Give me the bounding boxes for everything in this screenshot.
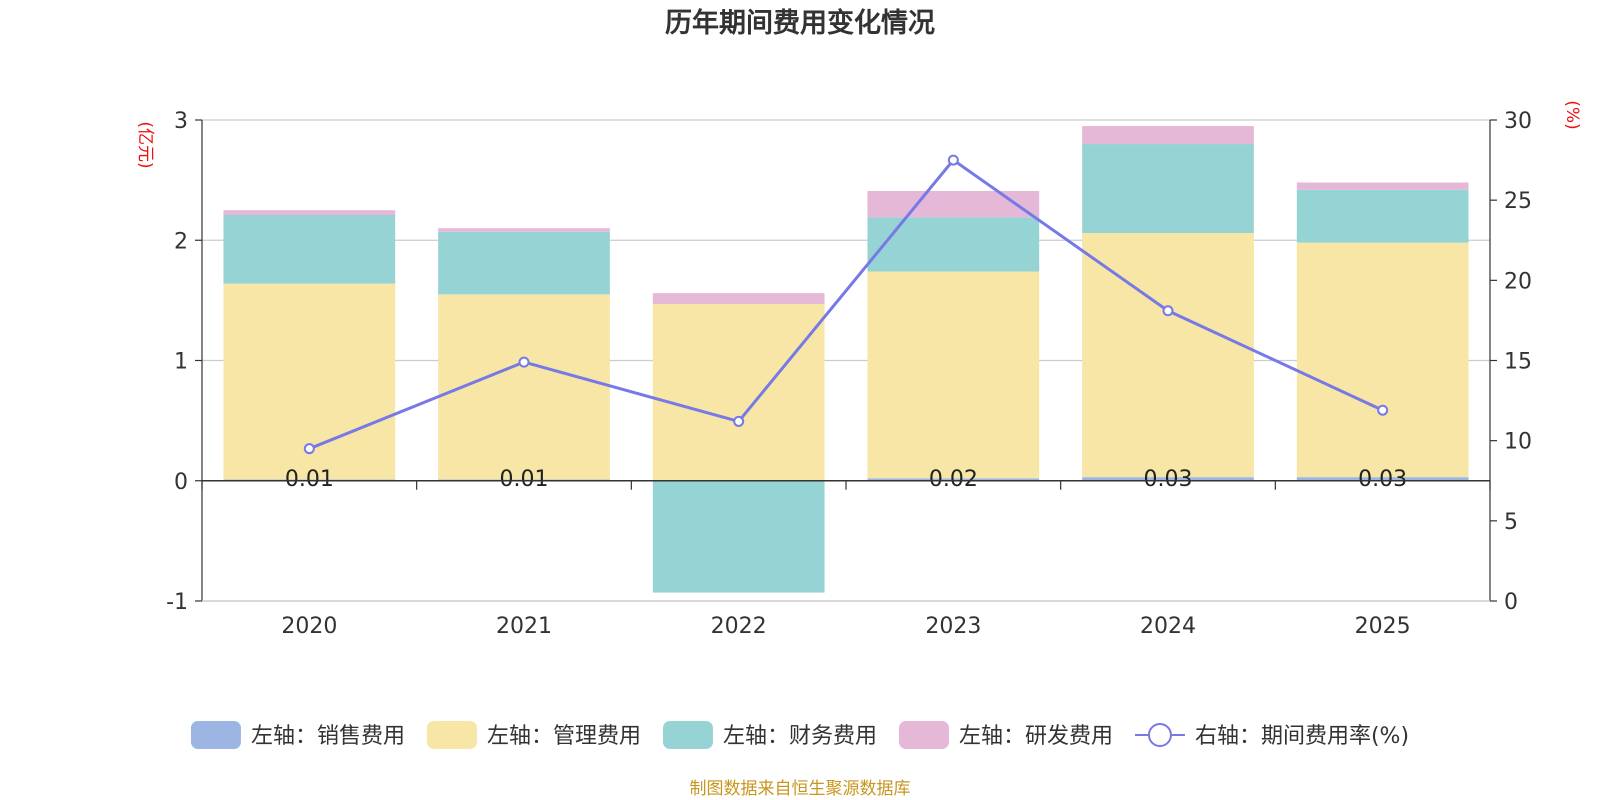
right-tick-label: 5 xyxy=(1504,510,1518,535)
rate-line-path xyxy=(308,158,1384,451)
rate-point xyxy=(947,154,959,166)
right-tick-label: 20 xyxy=(1504,269,1532,294)
left-tick-label: 2 xyxy=(174,229,188,254)
bar-segment xyxy=(438,294,610,480)
bar-segment xyxy=(1082,144,1254,234)
legend: 左轴：销售费用 左轴：管理费用 左轴：财务费用 左轴：研发费用 右轴：期间费用率(%) xyxy=(190,721,1409,749)
legend-swatch xyxy=(190,721,241,749)
right-tick-label: 0 xyxy=(1504,590,1518,615)
left-tick-label: -1 xyxy=(166,590,188,615)
bar-segment xyxy=(867,271,1040,479)
rate-point xyxy=(303,443,315,455)
bar-segment xyxy=(1296,477,1469,481)
legend-label: 左轴：财务费用 xyxy=(723,724,877,749)
right-tick-label: 25 xyxy=(1504,189,1532,214)
bar-value-label: 0.03 xyxy=(1358,467,1407,492)
data-source: 制图数据来自恒生聚源数据库 xyxy=(690,779,911,799)
right-axis-unit: (%) xyxy=(1562,100,1582,129)
right-tick-label: 10 xyxy=(1504,430,1532,455)
right-tick-label: 15 xyxy=(1504,350,1532,375)
left-tick-label: 0 xyxy=(174,470,188,495)
bar-segment xyxy=(652,303,825,481)
bar-segment xyxy=(1082,477,1254,481)
category-label: 2022 xyxy=(711,614,767,639)
bar-segment xyxy=(1296,242,1469,478)
legend-label: 右轴：期间费用率(%) xyxy=(1195,724,1409,749)
category-label: 2020 xyxy=(281,614,337,639)
rate-point xyxy=(1377,404,1389,416)
bar-segment xyxy=(438,231,610,295)
bar-value-label: 0.01 xyxy=(285,467,334,492)
legend-swatch xyxy=(426,721,477,749)
rate-point xyxy=(733,415,745,427)
bar-segment xyxy=(867,478,1040,481)
bar-segment xyxy=(652,480,825,593)
bar-segment xyxy=(1082,126,1254,145)
legend-label: 左轴：销售费用 xyxy=(251,724,405,749)
legend-marker-icon xyxy=(1147,723,1172,747)
rate-point xyxy=(518,356,530,368)
bar-segment xyxy=(1296,182,1469,190)
chart-title: 历年期间费用变化情况 xyxy=(665,7,935,39)
left-tick-label: 3 xyxy=(174,109,188,134)
category-label: 2025 xyxy=(1355,614,1411,639)
bar-segment xyxy=(1082,233,1254,478)
bar-value-label: 0.01 xyxy=(500,467,549,492)
bar-segment xyxy=(223,214,396,284)
bar-segment xyxy=(867,217,1040,272)
bar-value-label: 0.03 xyxy=(1144,467,1193,492)
right-tick-label: 30 xyxy=(1504,109,1532,134)
bars: 0.01 0.01 0.02 0.03 0.03 xyxy=(223,126,1469,593)
category-label: 2023 xyxy=(925,614,981,639)
legend-label: 左轴：研发费用 xyxy=(959,724,1113,749)
bar-segment xyxy=(438,228,610,232)
legend-label: 左轴：管理费用 xyxy=(487,724,641,749)
left-tick-label: 1 xyxy=(174,350,188,375)
legend-swatch xyxy=(662,721,713,749)
category-label: 2021 xyxy=(496,614,552,639)
bar-segment xyxy=(1296,189,1469,243)
rate-point xyxy=(1162,305,1174,317)
bar-segment xyxy=(652,293,825,304)
bar-segment xyxy=(223,210,396,215)
category-label: 2024 xyxy=(1140,614,1196,639)
bar-value-label: 0.02 xyxy=(929,467,978,492)
bar-segment xyxy=(867,190,1040,218)
rate-line xyxy=(303,154,1389,455)
legend-swatch xyxy=(898,721,949,749)
left-axis-unit: (亿元) xyxy=(135,121,155,168)
